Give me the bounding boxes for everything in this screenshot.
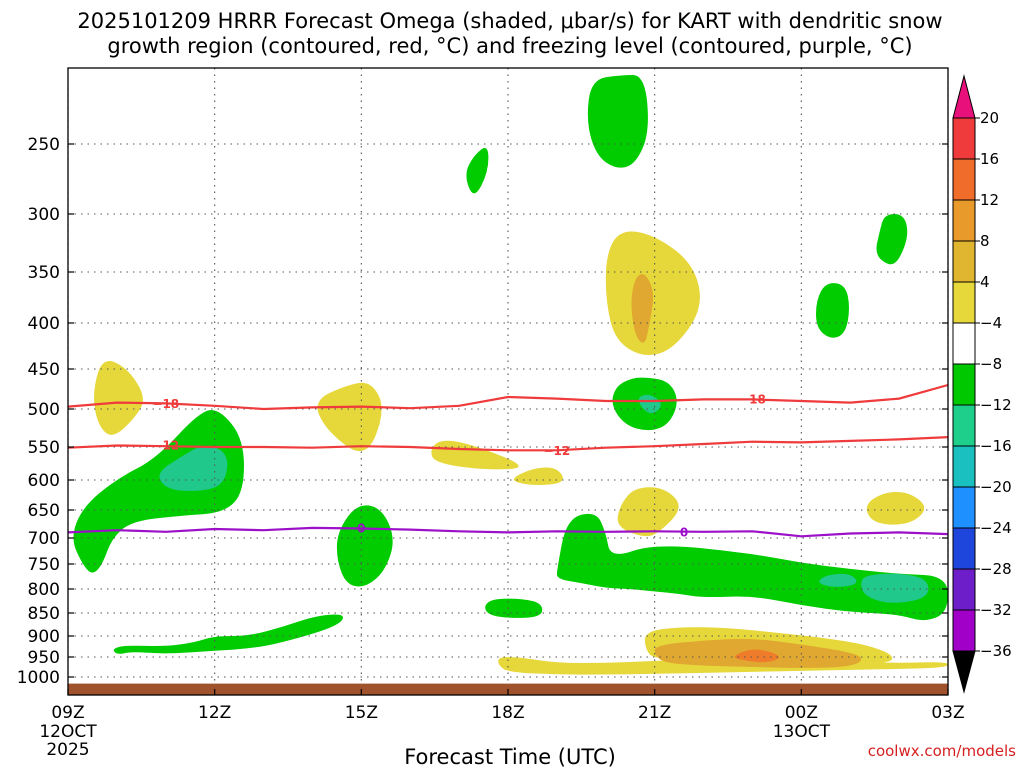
colorbar-bin-5 (952, 322, 976, 365)
colorbar-label-6: −8 (980, 355, 1002, 373)
y-tick-label-600: 600 (28, 471, 60, 491)
colorbar-label-3: 8 (980, 232, 990, 250)
y-tick-label-650: 650 (28, 501, 60, 521)
omega-region-9 (113, 614, 344, 654)
colorbar-bin-4 (952, 281, 976, 324)
omega-region-1 (466, 148, 489, 194)
y-tick-label-900: 900 (28, 627, 60, 647)
colorbar-bin-0 (952, 117, 976, 160)
colorbar-label-12: −32 (980, 601, 1012, 619)
omega-region-5 (73, 410, 244, 573)
colorbar-label-9: −20 (980, 478, 1012, 496)
y-tick-label-800: 800 (28, 580, 60, 600)
y-tick-label-350: 350 (28, 263, 60, 283)
x-tick-year-09Z: 2025 (46, 740, 89, 760)
contour-label-0-0: 0 (357, 521, 365, 535)
omega-region-7 (556, 513, 948, 621)
omega-region-20 (866, 492, 925, 525)
colorbar-bin-9 (952, 486, 976, 529)
x-tick-date-09Z: 12OCT (39, 722, 97, 742)
plot-frame (67, 67, 949, 696)
x-tick-label-00Z: 00Z (785, 703, 818, 723)
omega-region-14 (94, 360, 143, 435)
colorbar-bin-10 (952, 527, 976, 570)
omega-region-2 (876, 214, 908, 265)
colorbar-bin-12 (952, 609, 976, 652)
colorbar-label-8: −16 (980, 437, 1012, 455)
y-tick-label-300: 300 (28, 205, 60, 225)
y-tick-label-500: 500 (28, 400, 60, 420)
colorbar-bin-2 (952, 199, 976, 242)
omega-region-8 (485, 598, 543, 618)
omega-region-12 (819, 573, 857, 587)
colorbar-label-1: 16 (980, 150, 999, 168)
axis-ticks-layer: 250 300 350 400 450 500 550 600 650 700 750 800 850 9… (17, 135, 965, 760)
contour-label-0-1: 0 (680, 525, 688, 539)
omega-region-18 (605, 231, 700, 356)
colorbar-label-2: 12 (980, 191, 999, 209)
colorbar-top-triangle (952, 74, 976, 119)
colorbar: 20 16 12 8 4 −4 −8 −12 −16 −20 −24 −28 −32 −36 (952, 74, 1012, 694)
omega-region-15 (317, 382, 382, 452)
y-tick-label-250: 250 (28, 135, 60, 155)
contour-label--12-1: −12 (544, 444, 571, 458)
x-tick-label-09Z: 09Z (51, 703, 84, 723)
colorbar-label-13: −36 (980, 642, 1012, 660)
contour-label--12-0: −12 (152, 438, 179, 452)
colorbar-label-11: −28 (980, 560, 1012, 578)
x-axis-title: Forecast Time (UTC) (404, 745, 616, 768)
source-credit: coolwx.com/models (868, 742, 1016, 760)
contour-lines-layer: −18 −18 −12 −12 0 0 (67, 383, 949, 539)
colorbar-bin-3 (952, 240, 976, 283)
colorbar-bin-1 (952, 158, 976, 201)
x-tick-label-21Z: 21Z (638, 703, 671, 723)
x-tick-label-18Z: 18Z (491, 703, 524, 723)
omega-region-17 (514, 467, 563, 485)
colorbar-bin-6 (952, 363, 976, 406)
omega-region-6 (336, 505, 393, 587)
contour-line-0 (67, 526, 949, 538)
omega-region-19 (617, 487, 679, 537)
y-tick-label-850: 850 (28, 604, 60, 624)
contour-line--12 (67, 436, 949, 452)
omega-region-13 (861, 573, 929, 603)
colorbar-bottom-triangle (952, 650, 976, 694)
chart-title-line-2: growth region (contoured, red, °C) and f… (107, 34, 912, 58)
colorbar-bin-7 (952, 404, 976, 447)
colorbar-label-10: −24 (980, 519, 1012, 537)
x-tick-label-12Z: 12Z (198, 703, 231, 723)
colorbar-label-7: −12 (980, 396, 1012, 414)
y-tick-label-1000: 1000 (17, 668, 60, 688)
x-tick-date-00Z: 13OCT (773, 722, 831, 742)
omega-region-10 (159, 446, 228, 491)
y-tick-label-450: 450 (28, 360, 60, 380)
omega-region-3 (816, 283, 849, 338)
omega-region-23 (631, 274, 654, 343)
colorbar-label-0: 20 (980, 109, 999, 127)
colorbar-bin-8 (952, 445, 976, 488)
y-tick-label-950: 950 (28, 648, 60, 668)
omega-region-11 (638, 394, 661, 414)
shaded-regions-layer (73, 75, 948, 675)
y-tick-label-550: 550 (28, 438, 60, 458)
omega-region-25 (734, 649, 779, 663)
x-tick-label-15Z: 15Z (345, 703, 378, 723)
y-tick-label-400: 400 (28, 314, 60, 334)
colorbar-label-5: −4 (980, 314, 1002, 332)
colorbar-bin-11 (952, 568, 976, 611)
omega-region-0 (587, 75, 648, 168)
contour-line--18 (67, 383, 949, 411)
y-tick-label-700: 700 (28, 529, 60, 549)
contour-label--18-1: −18 (739, 392, 766, 406)
omega-region-16 (431, 440, 519, 470)
x-tick-label-03Z: 03Z (931, 703, 964, 723)
y-tick-label-750: 750 (28, 555, 60, 575)
contour-label--18-0: −18 (152, 397, 179, 411)
colorbar-label-4: 4 (980, 273, 990, 291)
chart-title-line-1: 2025101209 HRRR Forecast Omega (shaded, … (77, 9, 942, 33)
